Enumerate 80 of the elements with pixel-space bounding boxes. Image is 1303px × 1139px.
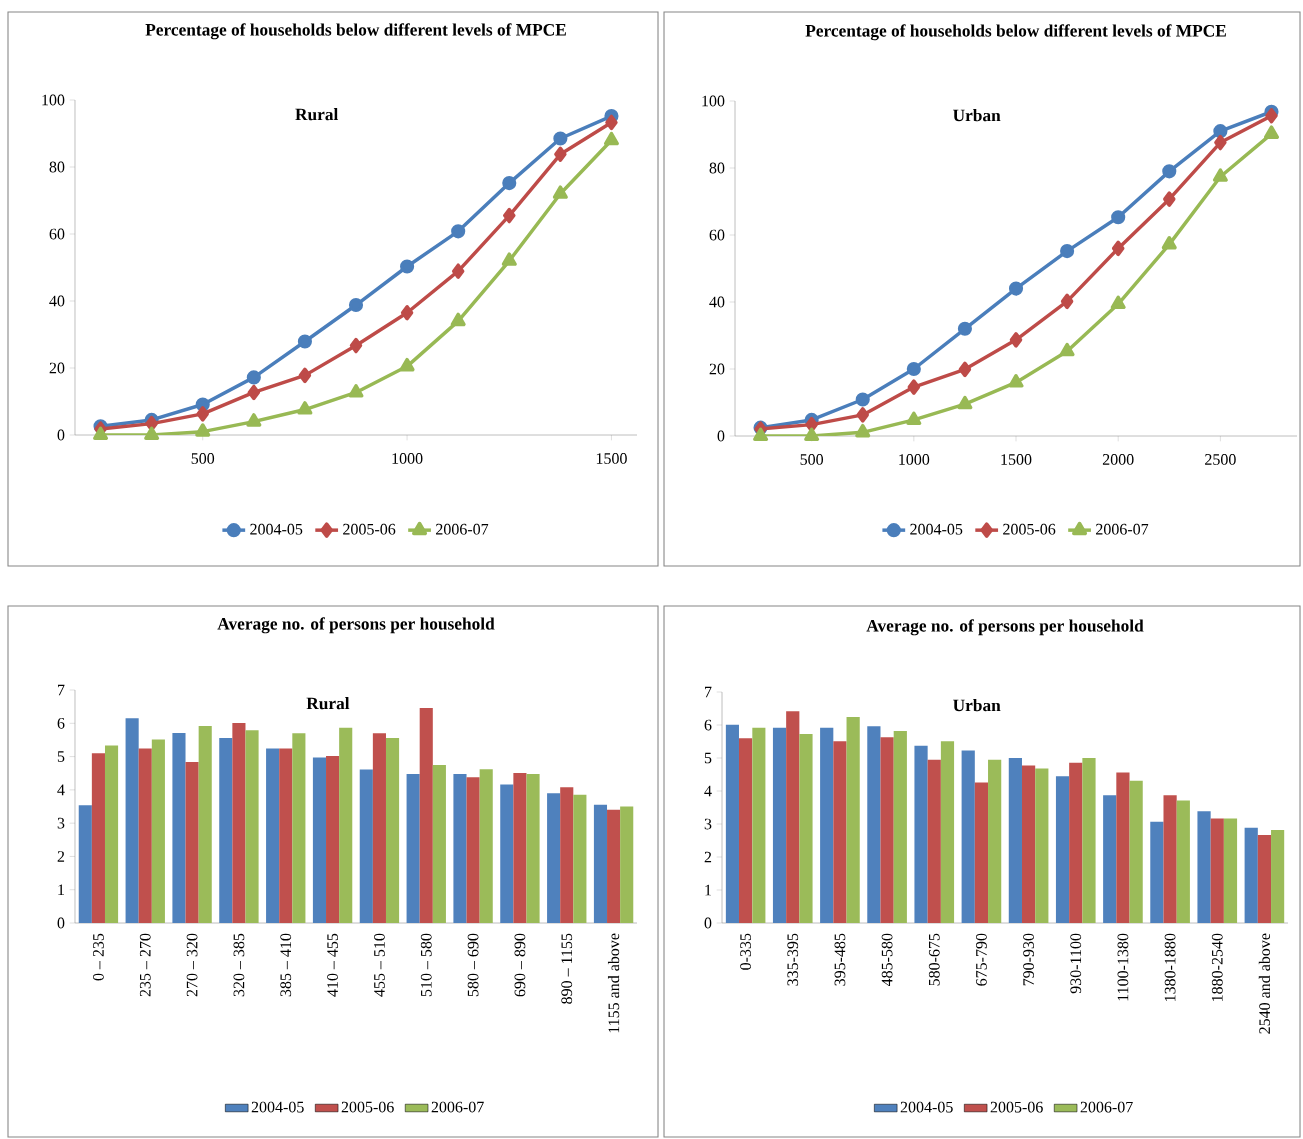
x-tick-label: 580 – 690 — [467, 933, 479, 997]
y-tick-label: 100 — [42, 94, 65, 106]
x-tick-label: 320 – 385 — [233, 933, 245, 997]
y-tick-label: 4 — [704, 785, 712, 797]
legend-label: 2004-05 — [900, 1101, 953, 1113]
x-tick-label: 500 — [800, 454, 824, 465]
y-tick-label: 2 — [57, 851, 65, 862]
y-tick-label: 80 — [49, 161, 65, 173]
x-tick-label: 2000 — [1102, 454, 1134, 465]
x-tick-label: 335-395 — [787, 933, 799, 986]
legend-label: 2006-07 — [1096, 523, 1149, 535]
chart-title: Percentage of households below different levels of MPCE — [145, 23, 566, 40]
x-tick-label: 510 – 580 — [420, 933, 432, 997]
legend-label: 2005-06 — [1003, 523, 1056, 535]
x-tick-label: 0-335 — [740, 933, 751, 970]
y-tick-label: 0 — [57, 917, 65, 929]
legend-label: 2006-07 — [431, 1101, 484, 1113]
legend-label: 2006-07 — [1080, 1101, 1133, 1113]
y-tick-label: 6 — [57, 717, 65, 729]
y-tick-label: 1 — [58, 884, 65, 896]
x-tick-label: 1500 — [1001, 454, 1032, 465]
x-tick-label: 1000 — [899, 454, 930, 465]
legend-label: 2006-07 — [436, 523, 489, 535]
x-tick-label: 0 – 235 — [93, 933, 104, 981]
x-tick-label: 395-485 — [834, 933, 846, 986]
y-tick-label: 60 — [49, 228, 65, 240]
x-tick-label: 675-790 — [976, 933, 987, 986]
chart-subtitle: Rural — [295, 108, 339, 121]
chart-title: Percentage of households below different levels of MPCE — [805, 24, 1226, 41]
x-tick-label: 385 – 410 — [280, 933, 292, 997]
x-tick-label: 930-1100 — [1070, 933, 1082, 994]
y-tick-label: 7 — [705, 686, 712, 698]
y-tick-label: 60 — [709, 229, 725, 241]
legend-label: 2005-06 — [343, 523, 396, 535]
x-tick-label: 1100-1380 — [1117, 933, 1129, 1001]
x-tick-label: 455 – 510 — [374, 933, 385, 997]
x-tick-label: 2540 and above — [1258, 933, 1271, 1034]
y-tick-label: 5 — [57, 751, 65, 762]
y-tick-label: 3 — [704, 818, 712, 830]
y-tick-label: 7 — [58, 684, 65, 696]
y-tick-label: 40 — [709, 296, 725, 308]
legend-label: 2004-05 — [250, 523, 303, 535]
x-tick-label: 270 – 320 — [186, 933, 198, 997]
x-tick-label: 485-580 — [881, 933, 893, 987]
x-tick-label: 790-930 — [1023, 933, 1034, 986]
chart-subtitle: Rural — [306, 697, 350, 710]
legend-label: 2005-06 — [341, 1101, 394, 1113]
chart-subtitle: Urban — [953, 699, 1001, 712]
legend-label: 2004-05 — [251, 1101, 304, 1113]
y-tick-label: 3 — [57, 817, 65, 829]
y-tick-label: 80 — [709, 162, 725, 174]
y-tick-label: 0 — [717, 430, 725, 442]
x-tick-label: 690 – 890 — [514, 933, 526, 997]
x-tick-label: 2500 — [1205, 454, 1236, 465]
y-tick-label: 5 — [704, 752, 712, 764]
x-tick-label: 235 – 270 — [139, 933, 151, 997]
chart-subtitle: Urban — [953, 109, 1001, 122]
x-tick-label: 1000 — [392, 453, 423, 464]
y-tick-label: 2 — [704, 851, 712, 863]
y-tick-label: 20 — [49, 362, 65, 374]
y-tick-label: 6 — [704, 719, 712, 731]
legend-label: 2004-05 — [910, 523, 963, 535]
chart-title: Average no. of persons per household — [866, 619, 1144, 636]
y-tick-label: 0 — [704, 917, 712, 929]
legend-label: 2005-06 — [990, 1101, 1043, 1113]
x-tick-label: 1380-1880 — [1164, 933, 1176, 1001]
x-tick-label: 890 – 1155 — [561, 933, 573, 1004]
x-tick-label: 1500 — [596, 453, 627, 464]
y-tick-label: 1 — [705, 884, 712, 896]
y-tick-label: 4 — [57, 784, 65, 796]
y-tick-label: 0 — [57, 429, 65, 441]
chart-title: Average no. of persons per household — [217, 617, 495, 634]
y-tick-label: 100 — [702, 95, 725, 107]
x-tick-label: 1880-2540 — [1211, 933, 1223, 1001]
y-tick-label: 20 — [709, 363, 725, 375]
y-tick-label: 40 — [49, 295, 65, 307]
x-tick-label: 1155 and above — [607, 933, 620, 1033]
x-tick-label: 410 – 455 — [327, 933, 338, 997]
x-tick-label: 580-675 — [928, 933, 940, 986]
x-tick-label: 500 — [191, 453, 215, 464]
